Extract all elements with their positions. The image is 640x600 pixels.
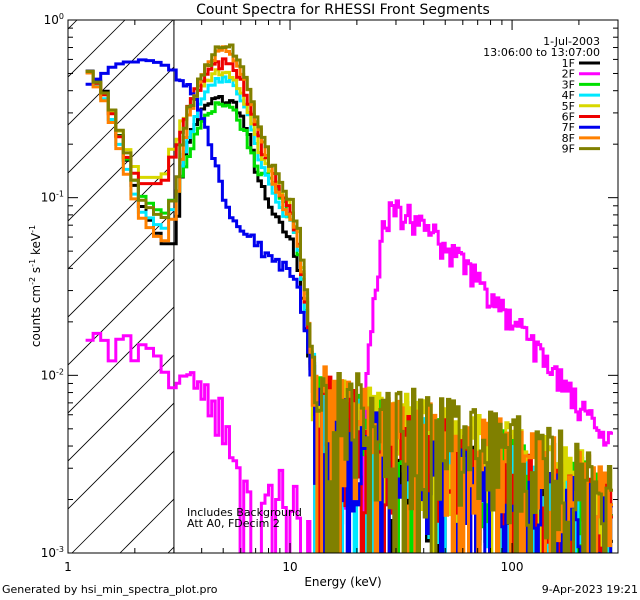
series-line-9f: [85, 43, 613, 553]
legend-label-2f: 2F: [562, 68, 575, 81]
hatch-line: [68, 66, 174, 174]
annotation-background: Includes Background: [187, 506, 302, 519]
legend-label-9f: 9F: [562, 143, 575, 156]
hatch-line: [68, 258, 174, 366]
hatch-line: [71, 450, 174, 553]
generated-by-footer: Generated by hsi_min_spectra_plot.pro: [2, 583, 218, 596]
y-tick-label: 10-1: [41, 190, 64, 205]
timestamp-footer: 9-Apr-2023 19:21: [541, 583, 638, 596]
legend-label-4f: 4F: [562, 89, 575, 102]
annotation-attenuator: Att A0, FDecim 2: [187, 517, 280, 530]
y-axis-label: counts cm-2 s-1 keV-1: [28, 225, 43, 347]
legend-label-7f: 7F: [562, 121, 575, 134]
x-tick-label: 100: [501, 560, 524, 574]
y-tick-label: 100: [44, 12, 64, 27]
axes: 1 10 100 10-3 10-2 10-1 100: [41, 12, 619, 574]
series-lines: [85, 43, 613, 553]
legend-label-6f: 6F: [562, 111, 575, 124]
hatch-line: [68, 402, 174, 510]
chart-title: Count Spectra for RHESSI Front Segments: [196, 2, 490, 18]
hatch-line: [68, 210, 174, 318]
plot-frame: [67, 19, 619, 554]
y-tick-label: 10-2: [41, 367, 64, 382]
x-axis-label: Energy (keV): [304, 575, 381, 589]
hatch-line: [0, 20, 29, 553]
hatch-line: [68, 162, 174, 270]
background-hatch-region: [0, 20, 175, 553]
legend-label-3f: 3F: [562, 78, 575, 91]
series-line-2f: [85, 199, 613, 553]
legend-label-1f: 1F: [562, 57, 575, 70]
observation-time-range: 13:06:00 to 13:07:00: [483, 46, 600, 59]
legend-label-8f: 8F: [562, 132, 575, 145]
y-tick-label: 10-3: [41, 545, 64, 560]
x-tick-label: 1: [64, 560, 72, 574]
hatch-line: [68, 20, 174, 126]
observation-date: 1-Jul-2003: [543, 35, 600, 48]
x-tick-label: 10: [282, 560, 297, 574]
legend-label-5f: 5F: [562, 100, 575, 113]
